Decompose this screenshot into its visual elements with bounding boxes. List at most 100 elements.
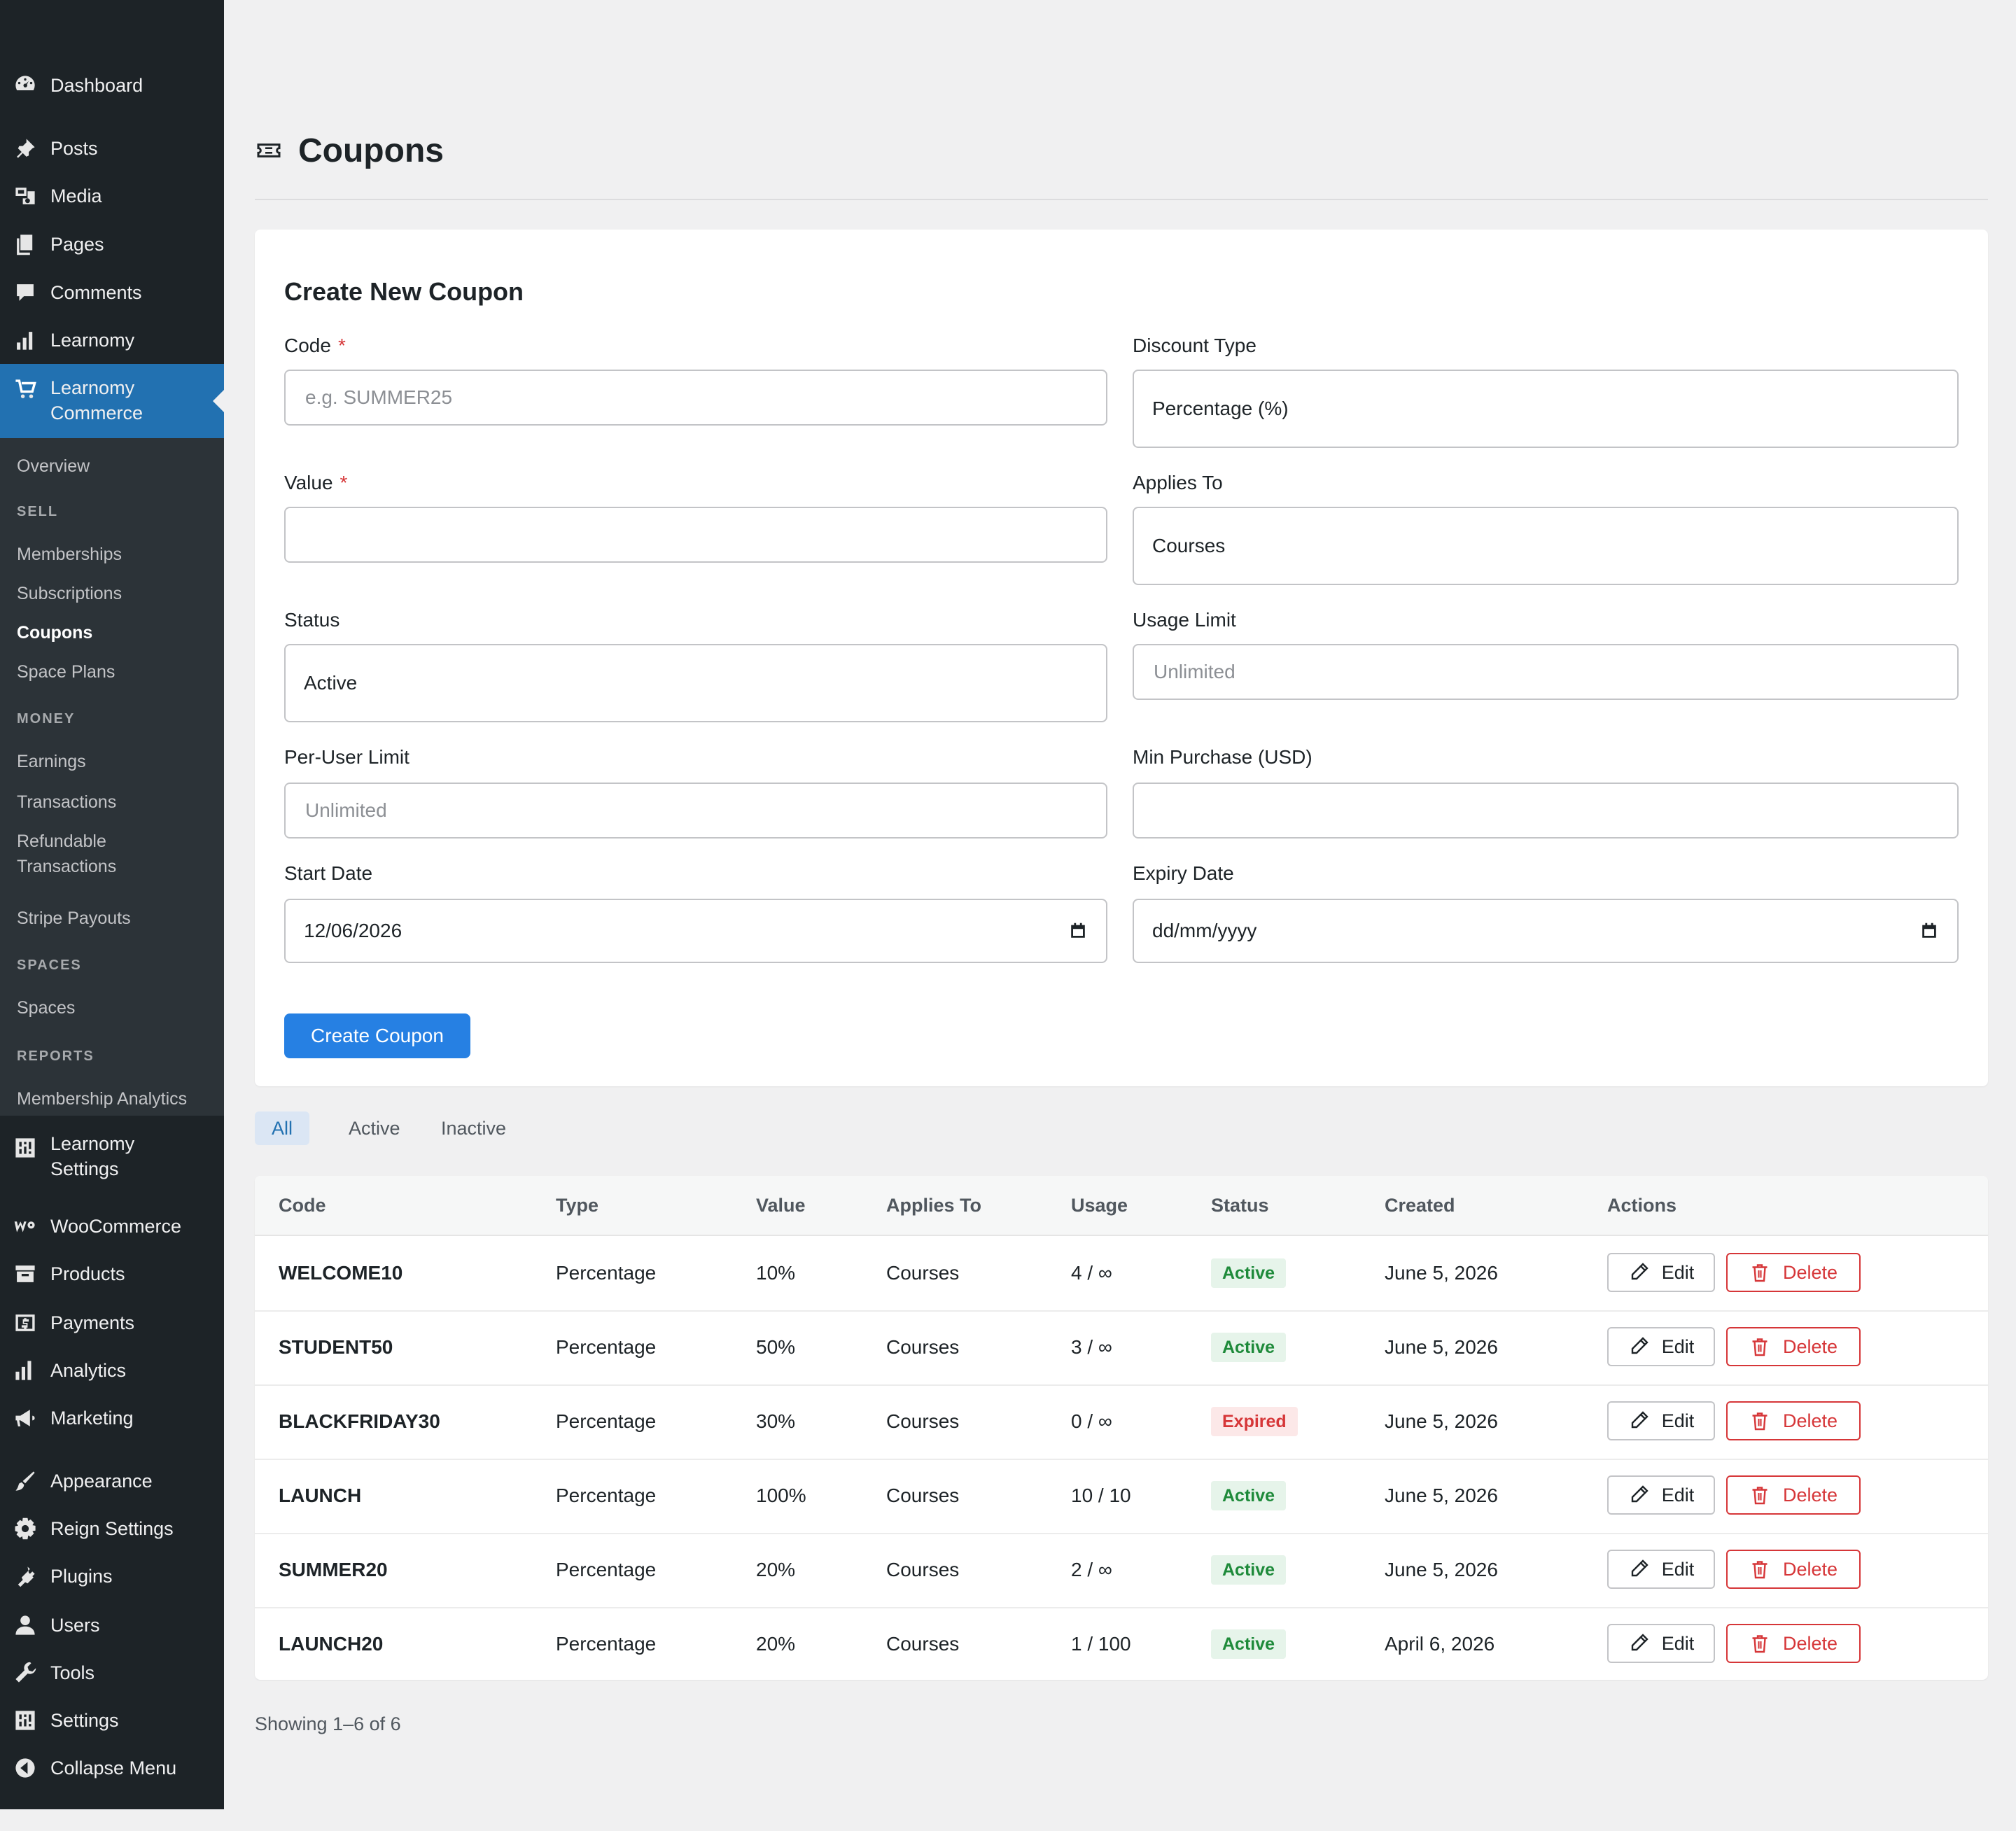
delete-label: Delete: [1782, 1484, 1838, 1506]
edit-button[interactable]: Edit: [1607, 1327, 1715, 1366]
edit-button[interactable]: Edit: [1607, 1475, 1715, 1515]
menu-media[interactable]: Media: [0, 174, 224, 218]
code-input[interactable]: [304, 386, 1106, 409]
edit-button[interactable]: Edit: [1607, 1624, 1715, 1663]
coupon-code: SUMMER20: [279, 1559, 388, 1580]
submenu-heading-money: MONEY: [17, 711, 76, 727]
page-title: Coupons: [298, 132, 444, 169]
submenu-heading-spaces: SPACES: [17, 957, 82, 973]
submenu-subscriptions[interactable]: Subscriptions: [17, 584, 122, 603]
edit-label: Edit: [1661, 1410, 1695, 1431]
value-input[interactable]: [304, 523, 1106, 547]
status-label: Status: [284, 609, 340, 631]
menu-posts[interactable]: Posts: [0, 126, 224, 171]
header-divider: [255, 199, 1988, 200]
submenu-coupons[interactable]: Coupons: [17, 623, 93, 643]
coupon-created: June 5, 2026: [1385, 1336, 1498, 1358]
column-header-value[interactable]: Value: [756, 1195, 806, 1216]
column-header-created[interactable]: Created: [1385, 1195, 1455, 1216]
edit-button[interactable]: Edit: [1607, 1253, 1715, 1292]
filter-tab-inactive[interactable]: Inactive: [441, 1118, 507, 1139]
coupon-code: STUDENT50: [279, 1336, 393, 1358]
expiry-date-input[interactable]: dd/mm/yyyy: [1133, 899, 1959, 963]
per-user-limit-label: Per-User Limit: [284, 746, 410, 768]
menu-learnomy[interactable]: Learnomy: [0, 318, 224, 363]
menu-plugins[interactable]: Plugins: [0, 1554, 224, 1599]
menu-learnomy-commerce[interactable]: Learnomy Commerce: [0, 364, 224, 438]
menu-comments[interactable]: Comments: [0, 270, 224, 315]
per-user-limit-input[interactable]: [304, 799, 1106, 822]
delete-button[interactable]: Delete: [1726, 1327, 1861, 1366]
edit-label: Edit: [1661, 1261, 1695, 1283]
menu-users[interactable]: Users: [0, 1603, 224, 1648]
submenu-spaces[interactable]: Spaces: [17, 998, 76, 1018]
delete-button[interactable]: Delete: [1726, 1624, 1861, 1663]
coupon-usage: 10 / 10: [1071, 1485, 1131, 1506]
start-date-label: Start Date: [284, 862, 373, 884]
gear-icon: [13, 1516, 38, 1541]
menu-woocommerce[interactable]: WooCommerce: [0, 1204, 224, 1249]
coupon-value: 30%: [756, 1410, 796, 1432]
menu-settings[interactable]: Settings: [0, 1698, 224, 1743]
menu-reign-settings[interactable]: Reign Settings: [0, 1506, 224, 1551]
delete-button[interactable]: Delete: [1726, 1401, 1861, 1440]
coupon-applies-to: Courses: [886, 1559, 960, 1580]
coupon-applies-to: Courses: [886, 1485, 960, 1506]
submenu-memberships[interactable]: Memberships: [17, 545, 122, 564]
coupon-type: Percentage: [556, 1336, 657, 1358]
delete-label: Delete: [1782, 1558, 1838, 1580]
archive-box-icon: [13, 1261, 38, 1286]
menu-learnomy-settings[interactable]: Learnomy Settings: [0, 1128, 224, 1184]
column-header-code[interactable]: Code: [279, 1195, 326, 1216]
column-header-usage[interactable]: Usage: [1071, 1195, 1128, 1216]
min-purchase-field: [1133, 783, 1959, 839]
column-header-type[interactable]: Type: [556, 1195, 599, 1216]
discount-type-select[interactable]: Percentage (%): [1133, 370, 1959, 448]
status-select[interactable]: Active: [284, 644, 1107, 722]
start-date-value: 12/06/2026: [304, 920, 402, 941]
trash-icon: [1752, 1264, 1768, 1282]
submenu-earnings[interactable]: Earnings: [17, 752, 86, 771]
menu-tools[interactable]: Tools: [0, 1650, 224, 1695]
menu-marketing[interactable]: Marketing: [0, 1396, 224, 1440]
submenu-stripe-payouts[interactable]: Stripe Payouts: [17, 909, 131, 928]
create-coupon-button[interactable]: Create Coupon: [284, 1013, 470, 1058]
calendar-icon[interactable]: [1068, 921, 1088, 941]
pencil-icon: [1631, 1559, 1648, 1577]
min-purchase-input[interactable]: [1152, 799, 1957, 822]
trash-icon: [1752, 1561, 1768, 1579]
status-badge: Active: [1211, 1333, 1287, 1362]
applies-to-select[interactable]: Courses: [1133, 507, 1959, 585]
submenu-transactions[interactable]: Transactions: [17, 792, 117, 812]
menu-label: Payments: [50, 1312, 135, 1333]
delete-button[interactable]: Delete: [1726, 1475, 1861, 1515]
wrench-icon: [13, 1660, 38, 1685]
filter-tab-all[interactable]: All: [255, 1111, 310, 1145]
menu-dashboard[interactable]: Dashboard: [0, 63, 224, 108]
edit-label: Edit: [1661, 1484, 1695, 1506]
menu-products[interactable]: Products: [0, 1251, 224, 1296]
column-header-applies-to[interactable]: Applies To: [886, 1195, 982, 1216]
menu-analytics[interactable]: Analytics: [0, 1348, 224, 1393]
column-header-status[interactable]: Status: [1211, 1195, 1269, 1216]
filter-tab-active[interactable]: Active: [349, 1118, 400, 1139]
edit-button[interactable]: Edit: [1607, 1401, 1715, 1440]
submenu-space-plans[interactable]: Space Plans: [17, 662, 115, 682]
menu-payments[interactable]: Payments: [0, 1300, 224, 1345]
usage-limit-input[interactable]: [1152, 660, 1957, 684]
calendar-icon[interactable]: [1919, 921, 1939, 941]
menu-label: Plugins: [50, 1566, 113, 1587]
menu-pages[interactable]: Pages: [0, 222, 224, 267]
submenu-overview[interactable]: Overview: [17, 456, 90, 476]
menu-appearance[interactable]: Appearance: [0, 1459, 224, 1503]
submenu-membership-analytics[interactable]: Membership Analytics: [17, 1089, 188, 1109]
start-date-input[interactable]: 12/06/2026: [284, 899, 1107, 963]
form-heading: Create New Coupon: [284, 277, 524, 306]
submenu-refundable-transactions[interactable]: Refundable Transactions: [17, 832, 117, 876]
coupon-usage: 1 / 100: [1071, 1633, 1131, 1655]
status-value: Active: [304, 672, 358, 694]
delete-button[interactable]: Delete: [1726, 1253, 1861, 1292]
delete-button[interactable]: Delete: [1726, 1550, 1861, 1589]
menu-collapse[interactable]: Collapse Menu: [0, 1746, 224, 1790]
edit-button[interactable]: Edit: [1607, 1550, 1715, 1589]
